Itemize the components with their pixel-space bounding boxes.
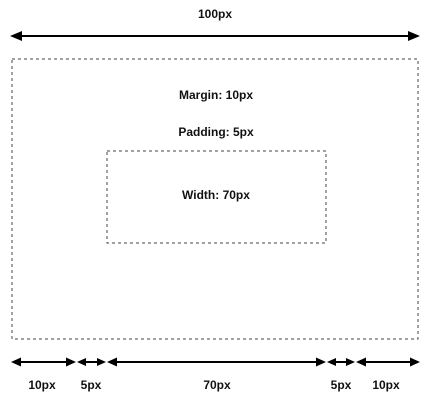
- right-padding-arrow: [327, 358, 355, 366]
- margin-label: Margin: 10px: [178, 88, 254, 102]
- total-width-label: 100px: [197, 7, 233, 21]
- left-padding-label: 5px: [80, 378, 102, 392]
- segment-arrows: [11, 357, 420, 367]
- content-width-arrow: [107, 357, 326, 367]
- right-padding-label: 5px: [330, 378, 352, 392]
- inner-content-box: [106, 150, 327, 244]
- content-width-label: 70px: [203, 378, 231, 392]
- total-width-left-arrowhead: [10, 31, 22, 41]
- outer-margin-box: [11, 58, 419, 340]
- width-label: Width: 70px: [182, 188, 250, 202]
- right-margin-label: 10px: [372, 378, 400, 392]
- right-margin-arrow: [356, 357, 420, 367]
- left-padding-arrow: [77, 358, 106, 366]
- left-margin-arrow: [11, 357, 76, 367]
- total-width-arrow: [10, 31, 420, 41]
- total-width-right-arrowhead: [408, 31, 420, 41]
- left-margin-label: 10px: [28, 378, 56, 392]
- padding-label: Padding: 5px: [178, 125, 254, 139]
